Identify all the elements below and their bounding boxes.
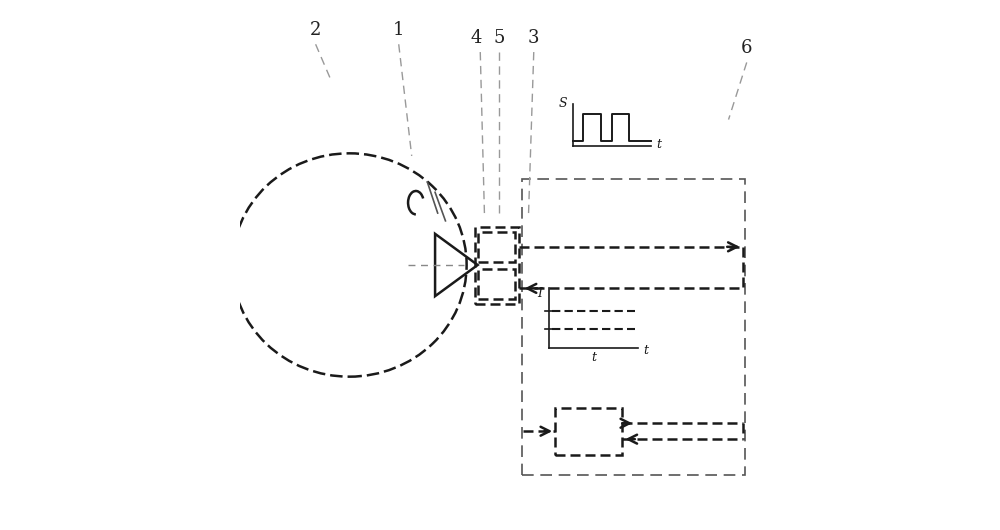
Bar <box>478 269 515 299</box>
Bar <box>555 408 622 455</box>
Bar <box>522 179 745 475</box>
Text: 3: 3 <box>528 29 540 47</box>
Bar <box>475 227 519 304</box>
Text: 6: 6 <box>741 39 752 57</box>
Text: S: S <box>559 96 568 110</box>
Text: t: t <box>643 344 648 357</box>
Text: I: I <box>537 287 542 300</box>
Bar <box>478 232 515 262</box>
Text: 2: 2 <box>310 21 321 39</box>
Text: 1: 1 <box>393 21 404 39</box>
Text: 4: 4 <box>471 29 482 47</box>
Text: t: t <box>591 351 596 364</box>
Text: t: t <box>656 138 661 151</box>
Text: 5: 5 <box>493 29 505 47</box>
